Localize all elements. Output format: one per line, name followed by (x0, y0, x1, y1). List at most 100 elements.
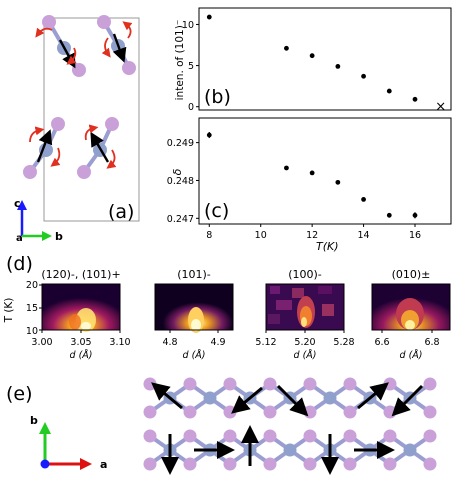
chain-atom (143, 429, 157, 443)
chain-atom (183, 377, 197, 391)
chain-atom (343, 377, 357, 391)
chain-atom (383, 429, 397, 443)
panel-label-a: (a) (108, 201, 134, 223)
panel-d-heatmaps: (d) T (K) (120)-, (101)+ d (Å) 3.00 3.05… (3, 253, 451, 361)
heatmap-2-title: (101)- (177, 268, 211, 281)
chain-atom (223, 377, 237, 391)
heatmap-2-xlabel: d (Å) (183, 349, 206, 361)
chain-lower (143, 425, 437, 475)
axis-label-a: a (16, 233, 23, 244)
panel-c-ytick: 0.249 (167, 138, 194, 149)
heatmap-3-xtick-2: 5.20 (294, 337, 315, 348)
heatmap-2: (101)- d (Å) 4.8 4.9 (154, 268, 234, 361)
heatmap-1-title: (120)-, (101)+ (41, 268, 120, 281)
moment-arrow (276, 384, 309, 417)
chain-atom (223, 429, 237, 443)
chain-atom (343, 429, 357, 443)
chain-center-atom (283, 443, 297, 457)
heatmap-1-xtick-1: 3.00 (31, 337, 52, 348)
panel-label-e: (e) (6, 383, 33, 405)
panel-b-ylabel: inten. of (101)⁻ (174, 20, 186, 101)
panel-b-point (206, 14, 212, 20)
panel-c-xtick: 16 (409, 230, 421, 241)
panel-b-ytick: 0 (188, 102, 194, 113)
heatmap-4-xtick-1: 6.6 (374, 337, 389, 348)
panel-b-point (284, 45, 289, 51)
panel-b-point (309, 53, 315, 59)
heatmap-ytick-10: 10 (26, 326, 38, 337)
atom-group-2 (97, 15, 136, 75)
panel-b-point (386, 88, 392, 94)
atom-group-1 (35, 15, 86, 77)
chain-atom (183, 429, 197, 443)
axis-label-e-a: a (100, 458, 107, 471)
panel-c-frame (198, 117, 452, 225)
chain-atom (263, 377, 277, 391)
heatmap-1-xtick-2: 3.05 (70, 337, 91, 348)
panel-c-ytick: 0.247 (167, 214, 194, 225)
chain-atom (143, 377, 157, 391)
axis-label-c: c (14, 197, 21, 210)
chain-atom (343, 405, 357, 419)
heatmap-ytick-20: 20 (26, 280, 38, 291)
panel-b-point (335, 64, 341, 69)
panel-b-point (412, 96, 418, 102)
heatmap-4-xtick-2: 6.8 (424, 337, 439, 348)
chain-atom (143, 457, 157, 471)
chain-atom (263, 457, 277, 471)
chain-atom (343, 457, 357, 471)
chain-atom (423, 429, 437, 443)
chain-atom (303, 405, 317, 419)
panel-c-point (386, 212, 392, 218)
chain-center-atom (323, 391, 337, 405)
heatmap-1: (120)-, (101)+ d (Å) 3.00 3.05 3.10 20 1… (26, 268, 131, 361)
heatmap-4: (010)± d (Å) 6.6 6.8 (371, 268, 451, 361)
panel-b-point (361, 73, 366, 79)
moment-arrow (231, 386, 263, 414)
axes-triad-e: b a (30, 414, 107, 471)
chain-atom (303, 457, 317, 471)
moment-arrow (151, 382, 183, 410)
chain-upper (143, 377, 437, 419)
heatmap-3-xtick-3: 5.28 (333, 337, 354, 348)
chain-atom (303, 377, 317, 391)
chain-atom (223, 405, 237, 419)
heatmap-1-xlabel: d (Å) (70, 349, 93, 361)
axes-triad-a: c a b (14, 197, 63, 244)
heatmap-2-xtick-1: 4.8 (162, 337, 177, 348)
panel-a-structure: c a b (a) (14, 15, 140, 244)
chain-center-atom (203, 391, 217, 405)
moment-arrow (391, 384, 424, 417)
panel-c-xtick: 12 (306, 230, 318, 241)
panel-e-chains: (e) b a (6, 377, 437, 475)
panel-c-ytick: 0.248 (167, 176, 194, 187)
panel-label-d: (d) (6, 253, 33, 275)
panel-b-absent-marker: × (435, 100, 446, 115)
panel-b-ytick: 10 (182, 20, 194, 31)
panel-c-chart: δ T(K) (c) 0.247 0.248 0.249 8 10 12 14 16 (167, 117, 452, 253)
panel-c-point (335, 179, 341, 185)
panel-c-ylabel: δ (171, 168, 184, 175)
panel-c-point (309, 170, 315, 176)
chain-atom (383, 405, 397, 419)
axis-label-b: b (55, 230, 63, 243)
atom-group-4 (77, 117, 119, 179)
panel-c-point (361, 196, 366, 202)
chain-atom (423, 457, 437, 471)
heatmap-3-title: (100)- (288, 268, 322, 281)
heatmap-4-xlabel: d (Å) (400, 349, 423, 361)
chain-atom (383, 377, 397, 391)
panel-b-frame (198, 7, 452, 111)
chain-atom (303, 429, 317, 443)
heatmap-1-xtick-3: 3.10 (109, 337, 130, 348)
panel-c-point (206, 132, 212, 138)
chain-atom (383, 457, 397, 471)
panel-c-xlabel: T(K) (316, 240, 339, 253)
panel-label-b: (b) (204, 86, 231, 108)
panel-c-xtick: 10 (255, 230, 267, 241)
chain-center-atom (403, 443, 417, 457)
panel-b-chart: inten. of (101)⁻ (b) 0 5 10 × (174, 7, 452, 115)
moment-arrow (357, 382, 389, 410)
panel-label-c: (c) (204, 200, 229, 222)
